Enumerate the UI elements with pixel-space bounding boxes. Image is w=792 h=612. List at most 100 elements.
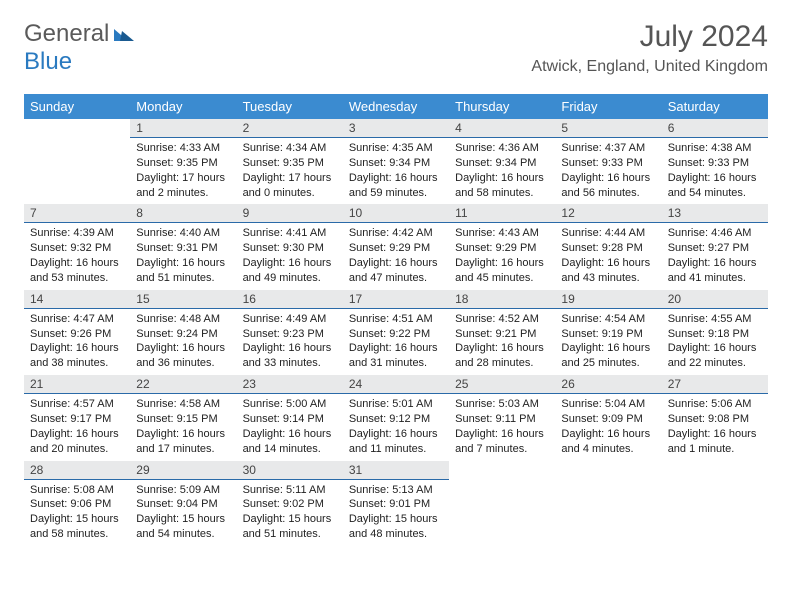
day-body: Sunrise: 5:00 AMSunset: 9:14 PMDaylight:…: [237, 394, 343, 460]
daylight-line: Daylight: 16 hours and 53 minutes.: [30, 256, 124, 286]
day-number: 28: [24, 461, 130, 480]
calendar-cell: 4Sunrise: 4:36 AMSunset: 9:34 PMDaylight…: [449, 119, 555, 204]
calendar-cell: 1Sunrise: 4:33 AMSunset: 9:35 PMDaylight…: [130, 119, 236, 204]
sunrise-line: Sunrise: 4:46 AM: [668, 226, 762, 241]
sunrise-line: Sunrise: 4:39 AM: [30, 226, 124, 241]
sunrise-line: Sunrise: 4:41 AM: [243, 226, 337, 241]
day-number: 23: [237, 375, 343, 394]
daylight-line: Daylight: 16 hours and 33 minutes.: [243, 341, 337, 371]
day-number: 8: [130, 204, 236, 223]
daylight-line: Daylight: 16 hours and 22 minutes.: [668, 341, 762, 371]
sunset-line: Sunset: 9:29 PM: [455, 241, 549, 256]
sunset-line: Sunset: 9:27 PM: [668, 241, 762, 256]
day-number: 3: [343, 119, 449, 138]
day-body: Sunrise: 4:41 AMSunset: 9:30 PMDaylight:…: [237, 223, 343, 289]
sunrise-line: Sunrise: 4:52 AM: [455, 312, 549, 327]
day-number: 13: [662, 204, 768, 223]
day-number: 29: [130, 461, 236, 480]
weekday-row: Sunday Monday Tuesday Wednesday Thursday…: [24, 94, 768, 119]
daylight-line: Daylight: 16 hours and 17 minutes.: [136, 427, 230, 457]
calendar-cell: 26Sunrise: 5:04 AMSunset: 9:09 PMDayligh…: [555, 375, 661, 460]
sunrise-line: Sunrise: 5:11 AM: [243, 483, 337, 498]
calendar-cell: 30Sunrise: 5:11 AMSunset: 9:02 PMDayligh…: [237, 461, 343, 546]
calendar-body: 1Sunrise: 4:33 AMSunset: 9:35 PMDaylight…: [24, 119, 768, 546]
calendar-cell: 5Sunrise: 4:37 AMSunset: 9:33 PMDaylight…: [555, 119, 661, 204]
day-number: 26: [555, 375, 661, 394]
day-number: 17: [343, 290, 449, 309]
daylight-line: Daylight: 16 hours and 4 minutes.: [561, 427, 655, 457]
sunset-line: Sunset: 9:33 PM: [668, 156, 762, 171]
calendar-cell: 8Sunrise: 4:40 AMSunset: 9:31 PMDaylight…: [130, 204, 236, 289]
daylight-line: Daylight: 16 hours and 11 minutes.: [349, 427, 443, 457]
sunset-line: Sunset: 9:35 PM: [243, 156, 337, 171]
calendar-cell: 14Sunrise: 4:47 AMSunset: 9:26 PMDayligh…: [24, 290, 130, 375]
sunset-line: Sunset: 9:23 PM: [243, 327, 337, 342]
daylight-line: Daylight: 15 hours and 58 minutes.: [30, 512, 124, 542]
calendar-cell: 29Sunrise: 5:09 AMSunset: 9:04 PMDayligh…: [130, 461, 236, 546]
sunset-line: Sunset: 9:14 PM: [243, 412, 337, 427]
day-body: Sunrise: 4:54 AMSunset: 9:19 PMDaylight:…: [555, 309, 661, 375]
day-body: Sunrise: 4:58 AMSunset: 9:15 PMDaylight:…: [130, 394, 236, 460]
sunrise-line: Sunrise: 5:00 AM: [243, 397, 337, 412]
calendar-row: 28Sunrise: 5:08 AMSunset: 9:06 PMDayligh…: [24, 461, 768, 546]
day-body: Sunrise: 4:40 AMSunset: 9:31 PMDaylight:…: [130, 223, 236, 289]
weekday-saturday: Saturday: [662, 94, 768, 119]
calendar-cell: 15Sunrise: 4:48 AMSunset: 9:24 PMDayligh…: [130, 290, 236, 375]
daylight-line: Daylight: 16 hours and 25 minutes.: [561, 341, 655, 371]
calendar-cell: 7Sunrise: 4:39 AMSunset: 9:32 PMDaylight…: [24, 204, 130, 289]
day-number: 10: [343, 204, 449, 223]
sunset-line: Sunset: 9:11 PM: [455, 412, 549, 427]
sunset-line: Sunset: 9:18 PM: [668, 327, 762, 342]
sunset-line: Sunset: 9:28 PM: [561, 241, 655, 256]
sunset-line: Sunset: 9:17 PM: [30, 412, 124, 427]
day-body: Sunrise: 4:39 AMSunset: 9:32 PMDaylight:…: [24, 223, 130, 289]
calendar-row: 14Sunrise: 4:47 AMSunset: 9:26 PMDayligh…: [24, 290, 768, 375]
day-body: Sunrise: 5:06 AMSunset: 9:08 PMDaylight:…: [662, 394, 768, 460]
day-body: Sunrise: 5:13 AMSunset: 9:01 PMDaylight:…: [343, 480, 449, 546]
day-number: 31: [343, 461, 449, 480]
daylight-line: Daylight: 16 hours and 49 minutes.: [243, 256, 337, 286]
day-number: 18: [449, 290, 555, 309]
calendar-cell: 17Sunrise: 4:51 AMSunset: 9:22 PMDayligh…: [343, 290, 449, 375]
calendar-cell: 13Sunrise: 4:46 AMSunset: 9:27 PMDayligh…: [662, 204, 768, 289]
daylight-line: Daylight: 17 hours and 0 minutes.: [243, 171, 337, 201]
sunrise-line: Sunrise: 4:49 AM: [243, 312, 337, 327]
day-number: 30: [237, 461, 343, 480]
logo: General: [24, 20, 136, 48]
sunrise-line: Sunrise: 5:09 AM: [136, 483, 230, 498]
daylight-line: Daylight: 15 hours and 51 minutes.: [243, 512, 337, 542]
daylight-line: Daylight: 16 hours and 1 minute.: [668, 427, 762, 457]
logo-triangle-icon: [114, 25, 134, 41]
sunrise-line: Sunrise: 5:06 AM: [668, 397, 762, 412]
day-body: Sunrise: 4:48 AMSunset: 9:24 PMDaylight:…: [130, 309, 236, 375]
day-body: Sunrise: 4:49 AMSunset: 9:23 PMDaylight:…: [237, 309, 343, 375]
daylight-line: Daylight: 16 hours and 58 minutes.: [455, 171, 549, 201]
sunset-line: Sunset: 9:04 PM: [136, 497, 230, 512]
calendar-cell: 10Sunrise: 4:42 AMSunset: 9:29 PMDayligh…: [343, 204, 449, 289]
sunset-line: Sunset: 9:12 PM: [349, 412, 443, 427]
daylight-line: Daylight: 15 hours and 54 minutes.: [136, 512, 230, 542]
calendar-cell: 12Sunrise: 4:44 AMSunset: 9:28 PMDayligh…: [555, 204, 661, 289]
calendar-cell: 20Sunrise: 4:55 AMSunset: 9:18 PMDayligh…: [662, 290, 768, 375]
daylight-line: Daylight: 16 hours and 7 minutes.: [455, 427, 549, 457]
daylight-line: Daylight: 16 hours and 54 minutes.: [668, 171, 762, 201]
sunrise-line: Sunrise: 4:35 AM: [349, 141, 443, 156]
weekday-friday: Friday: [555, 94, 661, 119]
calendar-cell: [662, 461, 768, 546]
daylight-line: Daylight: 16 hours and 47 minutes.: [349, 256, 443, 286]
calendar-row: 1Sunrise: 4:33 AMSunset: 9:35 PMDaylight…: [24, 119, 768, 204]
sunset-line: Sunset: 9:26 PM: [30, 327, 124, 342]
sunset-line: Sunset: 9:29 PM: [349, 241, 443, 256]
day-body: Sunrise: 5:09 AMSunset: 9:04 PMDaylight:…: [130, 480, 236, 546]
day-number: 27: [662, 375, 768, 394]
day-body: Sunrise: 4:52 AMSunset: 9:21 PMDaylight:…: [449, 309, 555, 375]
calendar-cell: 9Sunrise: 4:41 AMSunset: 9:30 PMDaylight…: [237, 204, 343, 289]
sunrise-line: Sunrise: 5:01 AM: [349, 397, 443, 412]
calendar-cell: 31Sunrise: 5:13 AMSunset: 9:01 PMDayligh…: [343, 461, 449, 546]
weekday-thursday: Thursday: [449, 94, 555, 119]
calendar-cell: 28Sunrise: 5:08 AMSunset: 9:06 PMDayligh…: [24, 461, 130, 546]
daylight-line: Daylight: 17 hours and 2 minutes.: [136, 171, 230, 201]
sunrise-line: Sunrise: 4:58 AM: [136, 397, 230, 412]
daylight-line: Daylight: 16 hours and 31 minutes.: [349, 341, 443, 371]
weekday-monday: Monday: [130, 94, 236, 119]
